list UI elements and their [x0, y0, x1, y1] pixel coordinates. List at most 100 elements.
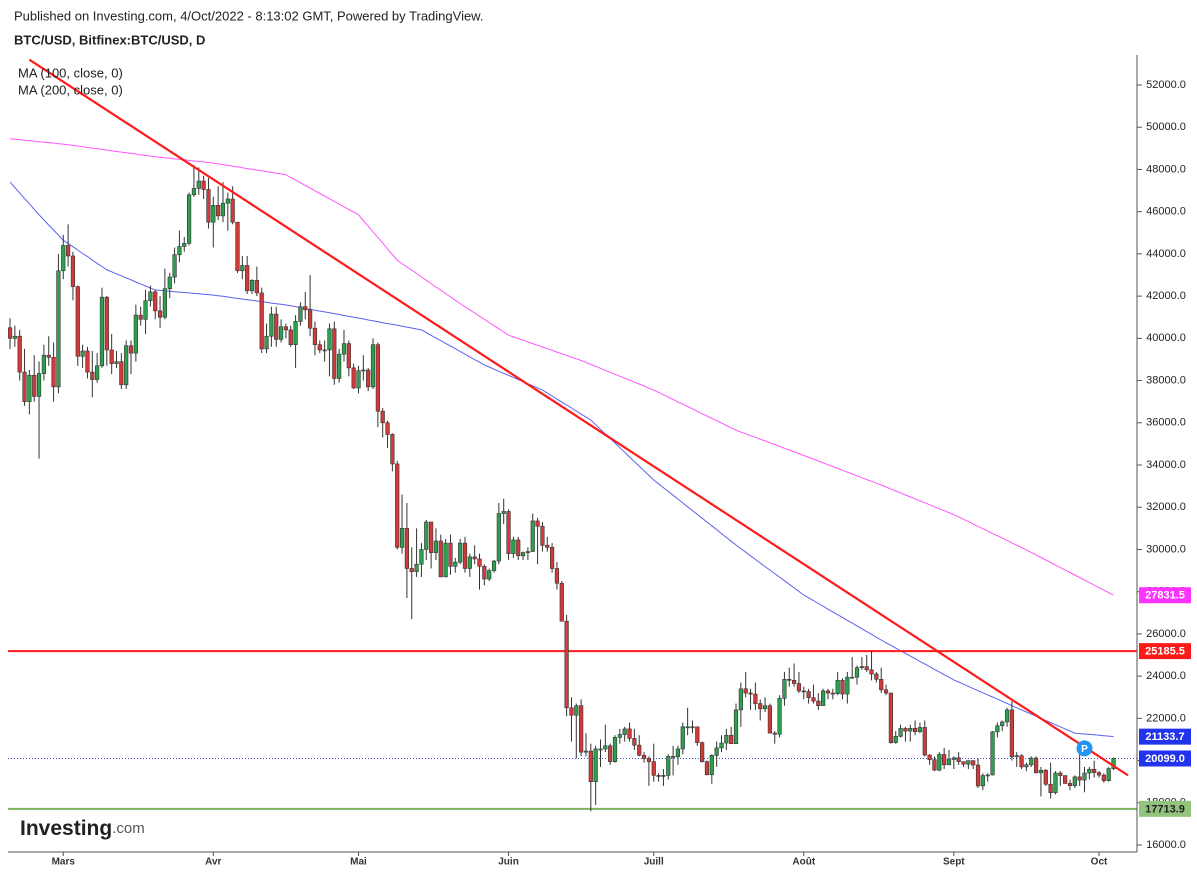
y-tick-label: 16000.0	[1146, 839, 1186, 851]
y-tick-label: 32000.0	[1146, 501, 1186, 513]
candle-body	[41, 354, 46, 374]
price-tag	[1139, 587, 1191, 604]
candle-body	[17, 335, 22, 373]
candle-body	[796, 683, 802, 692]
candle-body	[501, 511, 506, 514]
candle-body	[690, 726, 695, 729]
candle-body	[240, 265, 245, 272]
candle-body	[201, 180, 206, 190]
candle-body	[1082, 772, 1087, 781]
candle-body	[75, 286, 80, 357]
candle-body	[428, 521, 434, 553]
x-tick-label: Oct	[1091, 857, 1108, 868]
candle-body	[274, 313, 279, 340]
candle-body	[1014, 755, 1019, 758]
candle-body	[317, 344, 322, 351]
candle-body	[545, 544, 550, 548]
candle-body	[651, 761, 656, 776]
candle-body	[579, 705, 584, 753]
candle-body	[1000, 721, 1005, 727]
candle-body	[380, 410, 385, 424]
candle-body	[1019, 755, 1024, 768]
candle-body	[675, 748, 681, 758]
candle-body	[598, 748, 603, 751]
candle-body	[612, 737, 618, 762]
price-tag	[1139, 800, 1191, 817]
candle-body	[249, 279, 255, 292]
candle-body	[942, 754, 947, 766]
candle-body	[777, 698, 782, 735]
candle-body	[559, 582, 564, 622]
candle-body	[51, 357, 56, 388]
candle-body	[85, 350, 90, 373]
candle-body	[66, 245, 71, 257]
candle-body	[951, 757, 956, 760]
candle-body	[859, 666, 864, 668]
candle-body	[1038, 769, 1044, 774]
candle-body	[322, 349, 327, 352]
x-tick-label: Août	[792, 857, 815, 868]
candle-body	[729, 734, 734, 744]
y-tick-label: 50000.0	[1146, 121, 1186, 133]
candle-body	[1048, 783, 1053, 793]
candle-body	[448, 542, 453, 567]
candle-body	[850, 676, 855, 679]
candle-body	[588, 750, 593, 782]
candle-body	[719, 742, 724, 749]
x-tick-label: Avr	[205, 857, 221, 868]
candle-body	[811, 697, 816, 702]
candle-body	[61, 245, 66, 272]
x-tick-label: Sept	[943, 857, 965, 868]
candle-body	[424, 521, 429, 550]
candle-body	[883, 689, 889, 694]
x-tick-label: Mars	[52, 857, 76, 868]
candle-body	[414, 563, 419, 572]
candle-body	[114, 361, 119, 364]
candle-body	[312, 327, 318, 345]
candle-body	[187, 194, 192, 244]
candle-body	[1067, 783, 1073, 787]
candle-body	[225, 198, 230, 204]
candle-body	[1092, 768, 1097, 773]
candle-body	[1029, 757, 1034, 766]
candle-body	[346, 343, 351, 369]
x-tick-label: Juill	[644, 857, 664, 868]
candle-body	[593, 748, 598, 782]
candle-body	[1106, 768, 1111, 781]
candle-body	[385, 422, 390, 435]
candle-body	[695, 726, 700, 743]
candle-body	[704, 761, 710, 776]
candle-body	[235, 221, 240, 272]
candle-body	[482, 566, 487, 580]
candle-body	[1024, 764, 1029, 768]
candle-body	[670, 756, 676, 758]
logo-name: Investing	[20, 817, 112, 840]
candle-body	[549, 547, 555, 569]
candle-body	[632, 738, 637, 746]
candle-body	[685, 726, 690, 729]
candle-body	[119, 361, 124, 386]
candle-body	[496, 513, 501, 562]
candle-body	[709, 755, 714, 776]
candle-body	[767, 705, 772, 734]
candle-body	[307, 309, 313, 329]
candle-body	[966, 760, 971, 765]
price-tag	[1139, 750, 1191, 767]
candle-body	[404, 528, 410, 569]
candle-body	[138, 314, 143, 320]
candle-body	[583, 750, 589, 753]
legend-entry: MA (100, close, 0)	[18, 65, 123, 80]
candle-body	[627, 728, 632, 739]
candle-body	[56, 270, 61, 388]
x-tick-label: Mai	[350, 857, 367, 868]
candle-body	[462, 542, 468, 569]
candle-body	[738, 688, 743, 711]
price-tag-label: 21133.7	[1145, 731, 1184, 743]
ma-line	[9, 181, 1114, 738]
candle-body	[109, 349, 114, 364]
candle-body	[264, 335, 269, 350]
candle-body	[656, 775, 661, 777]
candle-body	[259, 292, 264, 350]
candle-body	[1034, 757, 1039, 774]
logo-suffix: .com	[112, 820, 145, 837]
